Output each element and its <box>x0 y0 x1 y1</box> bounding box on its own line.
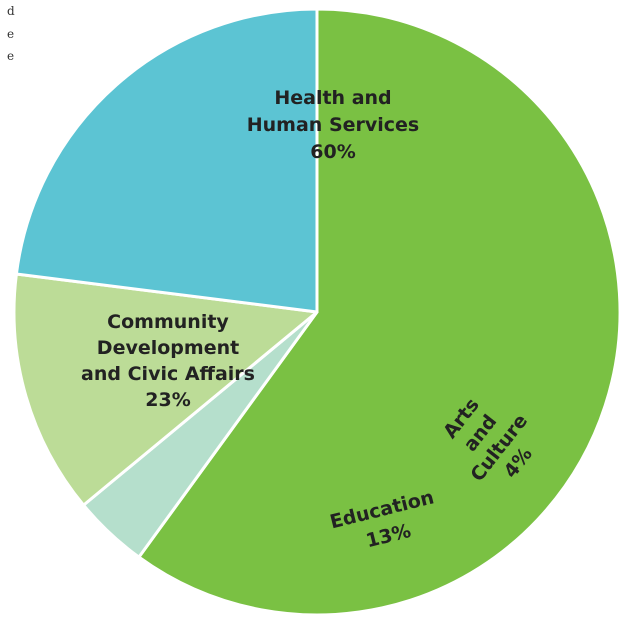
pie-slice <box>12 272 319 507</box>
slice-category-label: Health and <box>274 87 391 109</box>
pie-slice <box>137 7 621 617</box>
slice-category-label: and Civic Affairs <box>81 363 255 385</box>
slice-percent-label: 60% <box>310 141 355 163</box>
pie-slice <box>14 7 319 314</box>
slice-category-label: Development <box>97 337 239 359</box>
slice-category-label: Human Services <box>247 114 419 136</box>
corner-fragment: e <box>7 49 14 63</box>
slice-category-label: Community <box>107 311 229 333</box>
slice-label: Health and Human Services 60% <box>247 87 419 163</box>
corner-fragment: d <box>7 4 15 18</box>
corner-text-fragments: d e e <box>7 4 15 63</box>
slice-percent-label: 23% <box>145 389 190 411</box>
pie-slices <box>12 7 621 617</box>
corner-fragment: e <box>7 27 14 41</box>
slice-label: Community Development and Civic Affairs 23% <box>81 311 255 411</box>
